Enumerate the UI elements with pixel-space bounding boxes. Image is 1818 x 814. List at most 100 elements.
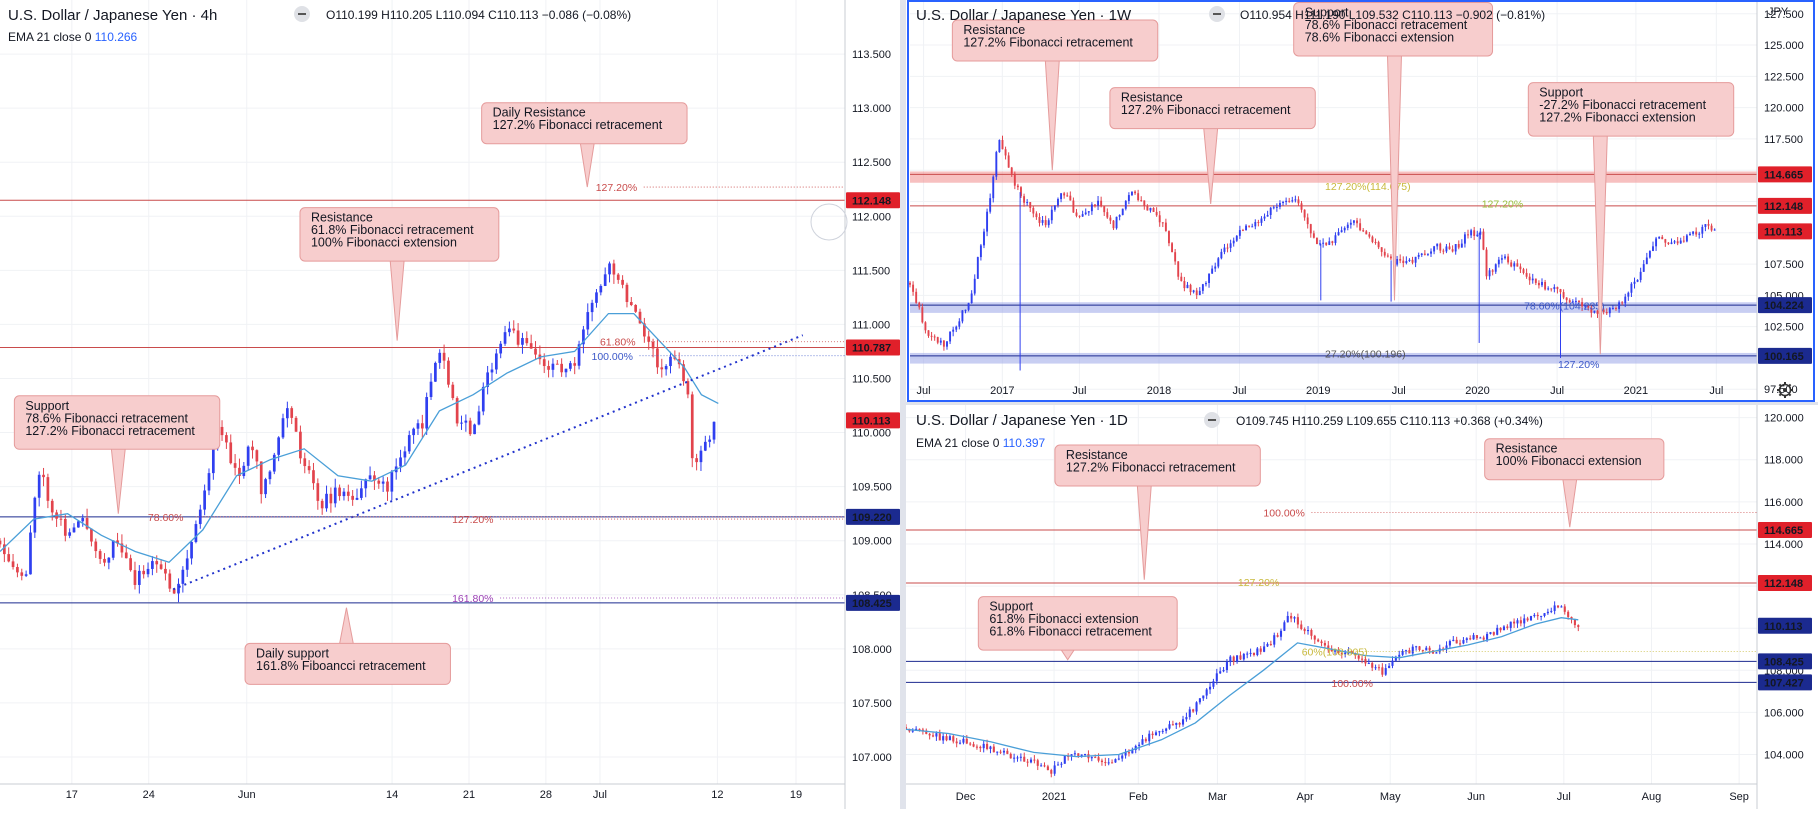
candle-body (1252, 652, 1256, 656)
candle-body (1084, 753, 1087, 755)
crosshair-circle-icon (810, 203, 848, 241)
candle-body (1465, 638, 1468, 641)
chart-panel-4h[interactable]: 127.20% 61.80% 100.00% 78.60% 127.20% 161.80%… (0, 0, 900, 809)
candle-body (1541, 282, 1543, 286)
chart-panel-1w[interactable]: 127.20%(114.075) 127.20% 78.60%(104.235) 27… (906, 0, 1818, 402)
candle-body (1587, 305, 1590, 308)
candle (499, 340, 503, 359)
candle-body (1007, 155, 1010, 168)
candle-body (1399, 258, 1402, 261)
candle (1168, 720, 1171, 730)
candle (425, 392, 429, 435)
candle-body (534, 348, 537, 355)
candle (1072, 197, 1075, 213)
candle (68, 528, 72, 539)
candle-body (961, 310, 964, 322)
candle-body (1502, 626, 1506, 631)
candle-body (37, 474, 41, 498)
candle (1040, 763, 1043, 767)
candle (1084, 208, 1087, 216)
candle-body (1577, 625, 1580, 628)
candle-body (98, 551, 102, 559)
candle-body (1648, 251, 1651, 258)
candle (1565, 297, 1568, 304)
candle-body (1513, 263, 1516, 267)
candle (961, 310, 964, 324)
candle-body (1026, 761, 1029, 763)
candle (1056, 761, 1060, 766)
candle-body (938, 733, 941, 741)
candle (7, 547, 11, 563)
candle (1476, 230, 1479, 237)
price-tag: 109.220 (846, 508, 900, 525)
candle (1383, 248, 1386, 258)
candle (473, 423, 476, 435)
candle (1212, 678, 1215, 690)
candle (1371, 235, 1374, 244)
candle (1146, 204, 1149, 211)
candle-body (1374, 241, 1377, 243)
candle-body (1291, 200, 1294, 202)
candle (1436, 243, 1439, 250)
x-axis-tick-label: Jul (1232, 385, 1246, 397)
x-axis-tick-label: 14 (386, 789, 398, 801)
candle-body (1276, 635, 1279, 637)
candle (564, 368, 568, 378)
candle (190, 540, 193, 565)
candle-body (1380, 247, 1383, 252)
candle (1489, 632, 1492, 635)
candle-body (643, 323, 646, 337)
candle (1057, 197, 1059, 208)
symbol-title: U.S. Dollar / Japanese Yen · 4h (8, 7, 217, 24)
candle (1394, 655, 1397, 662)
candle (207, 468, 211, 496)
candle-body (512, 328, 516, 331)
y-axis-tick-label: 110.000 (852, 428, 891, 440)
candle (1593, 310, 1596, 314)
candle-body (386, 481, 389, 492)
candle (1256, 647, 1259, 657)
candle (1175, 722, 1178, 729)
candle-body (1323, 643, 1326, 646)
panel-divider-horizontal[interactable] (906, 402, 1818, 405)
candle (203, 484, 206, 516)
candle-body (1492, 632, 1495, 635)
candle (1605, 308, 1608, 315)
candle-body (77, 521, 80, 528)
candle-body (1205, 282, 1207, 285)
candle (1238, 225, 1241, 239)
panel-divider-vertical[interactable] (900, 0, 906, 809)
currency-label[interactable]: JPY (1768, 6, 1789, 18)
candle (1094, 204, 1096, 208)
candle (98, 549, 102, 565)
candle (159, 559, 163, 570)
candle (989, 745, 992, 754)
candle (1652, 241, 1654, 252)
candle-body (1263, 216, 1266, 219)
price-tag-bg (1758, 166, 1812, 183)
chart-panel-1d[interactable]: 100.00% 127.20% 60%(108.805) 100.00% Resist… (904, 405, 1818, 809)
candle (90, 528, 93, 547)
candle (1611, 305, 1614, 310)
y-axis-tick-label: 122.500 (1764, 71, 1804, 83)
price-tag: 107.427 (1758, 674, 1812, 691)
candle-body (1029, 759, 1033, 763)
candle-body (316, 483, 320, 501)
candle-body (508, 328, 511, 333)
candle (1060, 761, 1063, 768)
candle (1106, 208, 1109, 219)
candle-body (1624, 296, 1627, 304)
candle (1627, 291, 1630, 301)
candle-body (11, 561, 15, 568)
candle (460, 415, 463, 430)
settings-gear-icon[interactable] (1777, 382, 1793, 398)
candle (595, 289, 598, 308)
candle-body (699, 450, 703, 463)
candle-body (1140, 200, 1143, 202)
candle-body (1472, 635, 1475, 640)
candle-body (1263, 646, 1266, 652)
price-tag-bg (1758, 574, 1812, 591)
candle (1509, 621, 1512, 632)
candle-body (420, 423, 424, 429)
